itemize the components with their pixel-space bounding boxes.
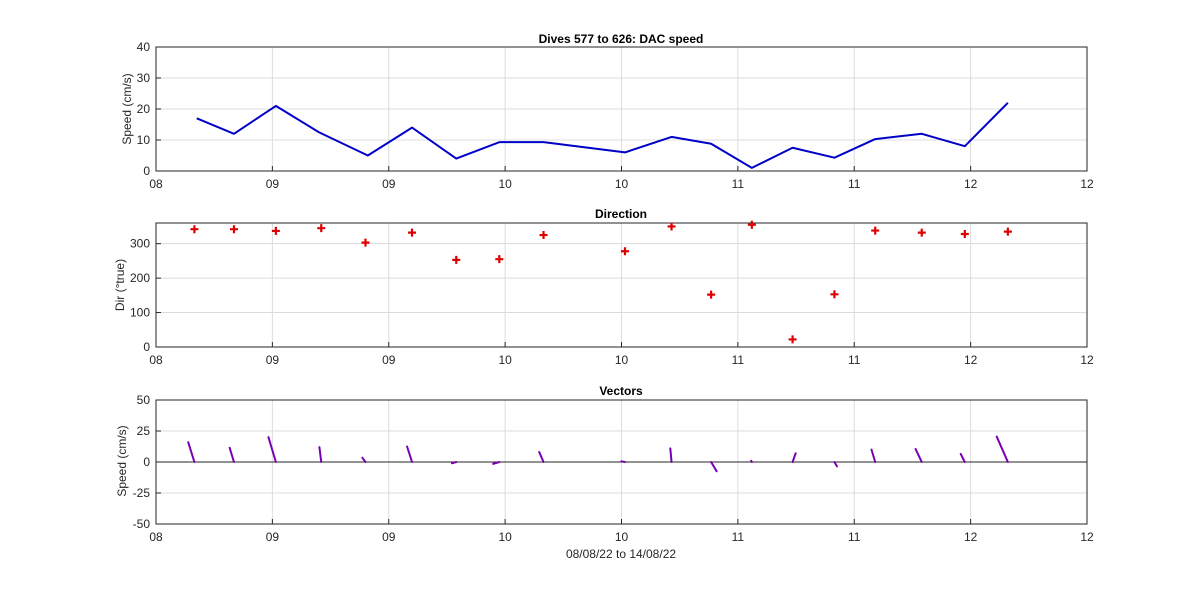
x-tick-label: 10: [498, 530, 512, 544]
velocity-vector: [959, 452, 966, 463]
x-tick-label: 11: [732, 177, 745, 191]
speed-panel: Dives 577 to 626: DAC speed Speed (cm/s)…: [120, 32, 1094, 191]
velocity-vector: [450, 461, 458, 465]
y-tick-label: 40: [137, 40, 151, 54]
velocity-vector: [833, 461, 838, 468]
y-tick-label: 200: [130, 271, 150, 285]
x-tick-label: 08: [149, 177, 163, 191]
y-tick-label: 30: [137, 71, 151, 85]
velocity-vector: [492, 461, 501, 465]
x-tick-label: 10: [615, 353, 629, 367]
direction-marker: [271, 226, 280, 235]
direction-marker: [361, 238, 370, 247]
x-tick-label: 12: [1080, 530, 1094, 544]
direction-marker: [317, 224, 326, 233]
x-tick-label: 10: [498, 353, 512, 367]
velocity-vector: [406, 445, 414, 463]
direction-marker: [830, 290, 839, 299]
y-tick-label: 100: [130, 306, 150, 320]
direction-panel: Direction Dir (°true) 08 09 09 10 10 11 11 12 12…: [113, 207, 1094, 367]
y-tick-label: 0: [143, 164, 150, 178]
direction-marker: [707, 290, 716, 299]
y-tick-label: 300: [130, 237, 150, 251]
direction-marker: [871, 226, 880, 235]
x-axis-label: 08/08/22 to 14/08/22: [566, 547, 676, 561]
direction-marker: [747, 220, 756, 229]
y-tick-label: 20: [137, 102, 151, 116]
direction-marker: [960, 230, 969, 239]
y-tick-label: -50: [133, 517, 151, 531]
x-tick-label: 12: [964, 530, 978, 544]
velocity-vector: [791, 452, 797, 463]
x-tick-label: 11: [848, 353, 861, 367]
x-tick-label: 08: [149, 353, 163, 367]
velocity-vector: [870, 448, 877, 463]
x-tick-label: 10: [615, 177, 629, 191]
direction-marker: [917, 228, 926, 237]
velocity-vector: [267, 436, 277, 463]
x-tick-label: 12: [964, 177, 978, 191]
vectors-panel-title: Vectors: [599, 384, 643, 398]
speed-y-axis-label: Speed (cm/s): [120, 73, 134, 144]
direction-marker: [539, 231, 548, 240]
y-tick-label: 50: [137, 393, 151, 407]
x-tick-label: 10: [615, 530, 629, 544]
direction-marker: [667, 222, 676, 231]
direction-marker: [229, 225, 238, 234]
x-tick-label: 08: [149, 530, 163, 544]
x-tick-label: 12: [964, 353, 978, 367]
velocity-vector: [669, 447, 673, 463]
direction-marker: [190, 225, 199, 234]
x-tick-label: 12: [1080, 353, 1094, 367]
x-tick-label: 09: [382, 177, 396, 191]
velocity-vector: [228, 446, 235, 463]
x-tick-label: 11: [732, 353, 745, 367]
x-tick-label: 12: [1080, 177, 1094, 191]
y-tick-label: 0: [143, 455, 150, 469]
x-tick-label: 09: [382, 353, 396, 367]
velocity-vector: [750, 459, 753, 463]
velocity-vector: [620, 460, 626, 463]
velocity-vector: [914, 447, 923, 463]
direction-marker: [495, 255, 504, 264]
direction-marker: [620, 247, 629, 256]
vectors-panel: Vectors Speed (cm/s) 08/08/22 to 14/08/2…: [115, 384, 1094, 561]
speed-panel-title: Dives 577 to 626: DAC speed: [539, 32, 704, 46]
direction-panel-title: Direction: [595, 207, 647, 221]
velocity-vector: [710, 461, 718, 473]
direction-marker: [788, 335, 797, 344]
x-tick-label: 10: [498, 177, 512, 191]
vectors-y-axis-label: Speed (cm/s): [115, 425, 129, 496]
direction-y-axis-label: Dir (°true): [113, 259, 127, 311]
x-tick-label: 09: [266, 177, 280, 191]
direction-marker: [1003, 227, 1012, 236]
velocity-vector: [361, 456, 367, 463]
direction-marker: [408, 228, 417, 237]
x-tick-label: 11: [848, 530, 861, 544]
direction-marker: [452, 255, 461, 264]
y-tick-label: 10: [137, 133, 151, 147]
velocity-vector: [538, 451, 545, 463]
y-tick-label: 25: [137, 424, 151, 438]
x-tick-label: 11: [732, 530, 745, 544]
x-tick-label: 09: [266, 353, 280, 367]
x-tick-label: 09: [266, 530, 280, 544]
velocity-vector: [187, 441, 196, 463]
speed-series-line: [196, 102, 1009, 169]
x-tick-label: 09: [382, 530, 396, 544]
y-tick-label: 0: [143, 340, 150, 354]
velocity-vector: [318, 446, 323, 463]
y-tick-label: -25: [133, 486, 151, 500]
velocity-vector: [995, 435, 1009, 463]
x-tick-label: 11: [848, 177, 861, 191]
